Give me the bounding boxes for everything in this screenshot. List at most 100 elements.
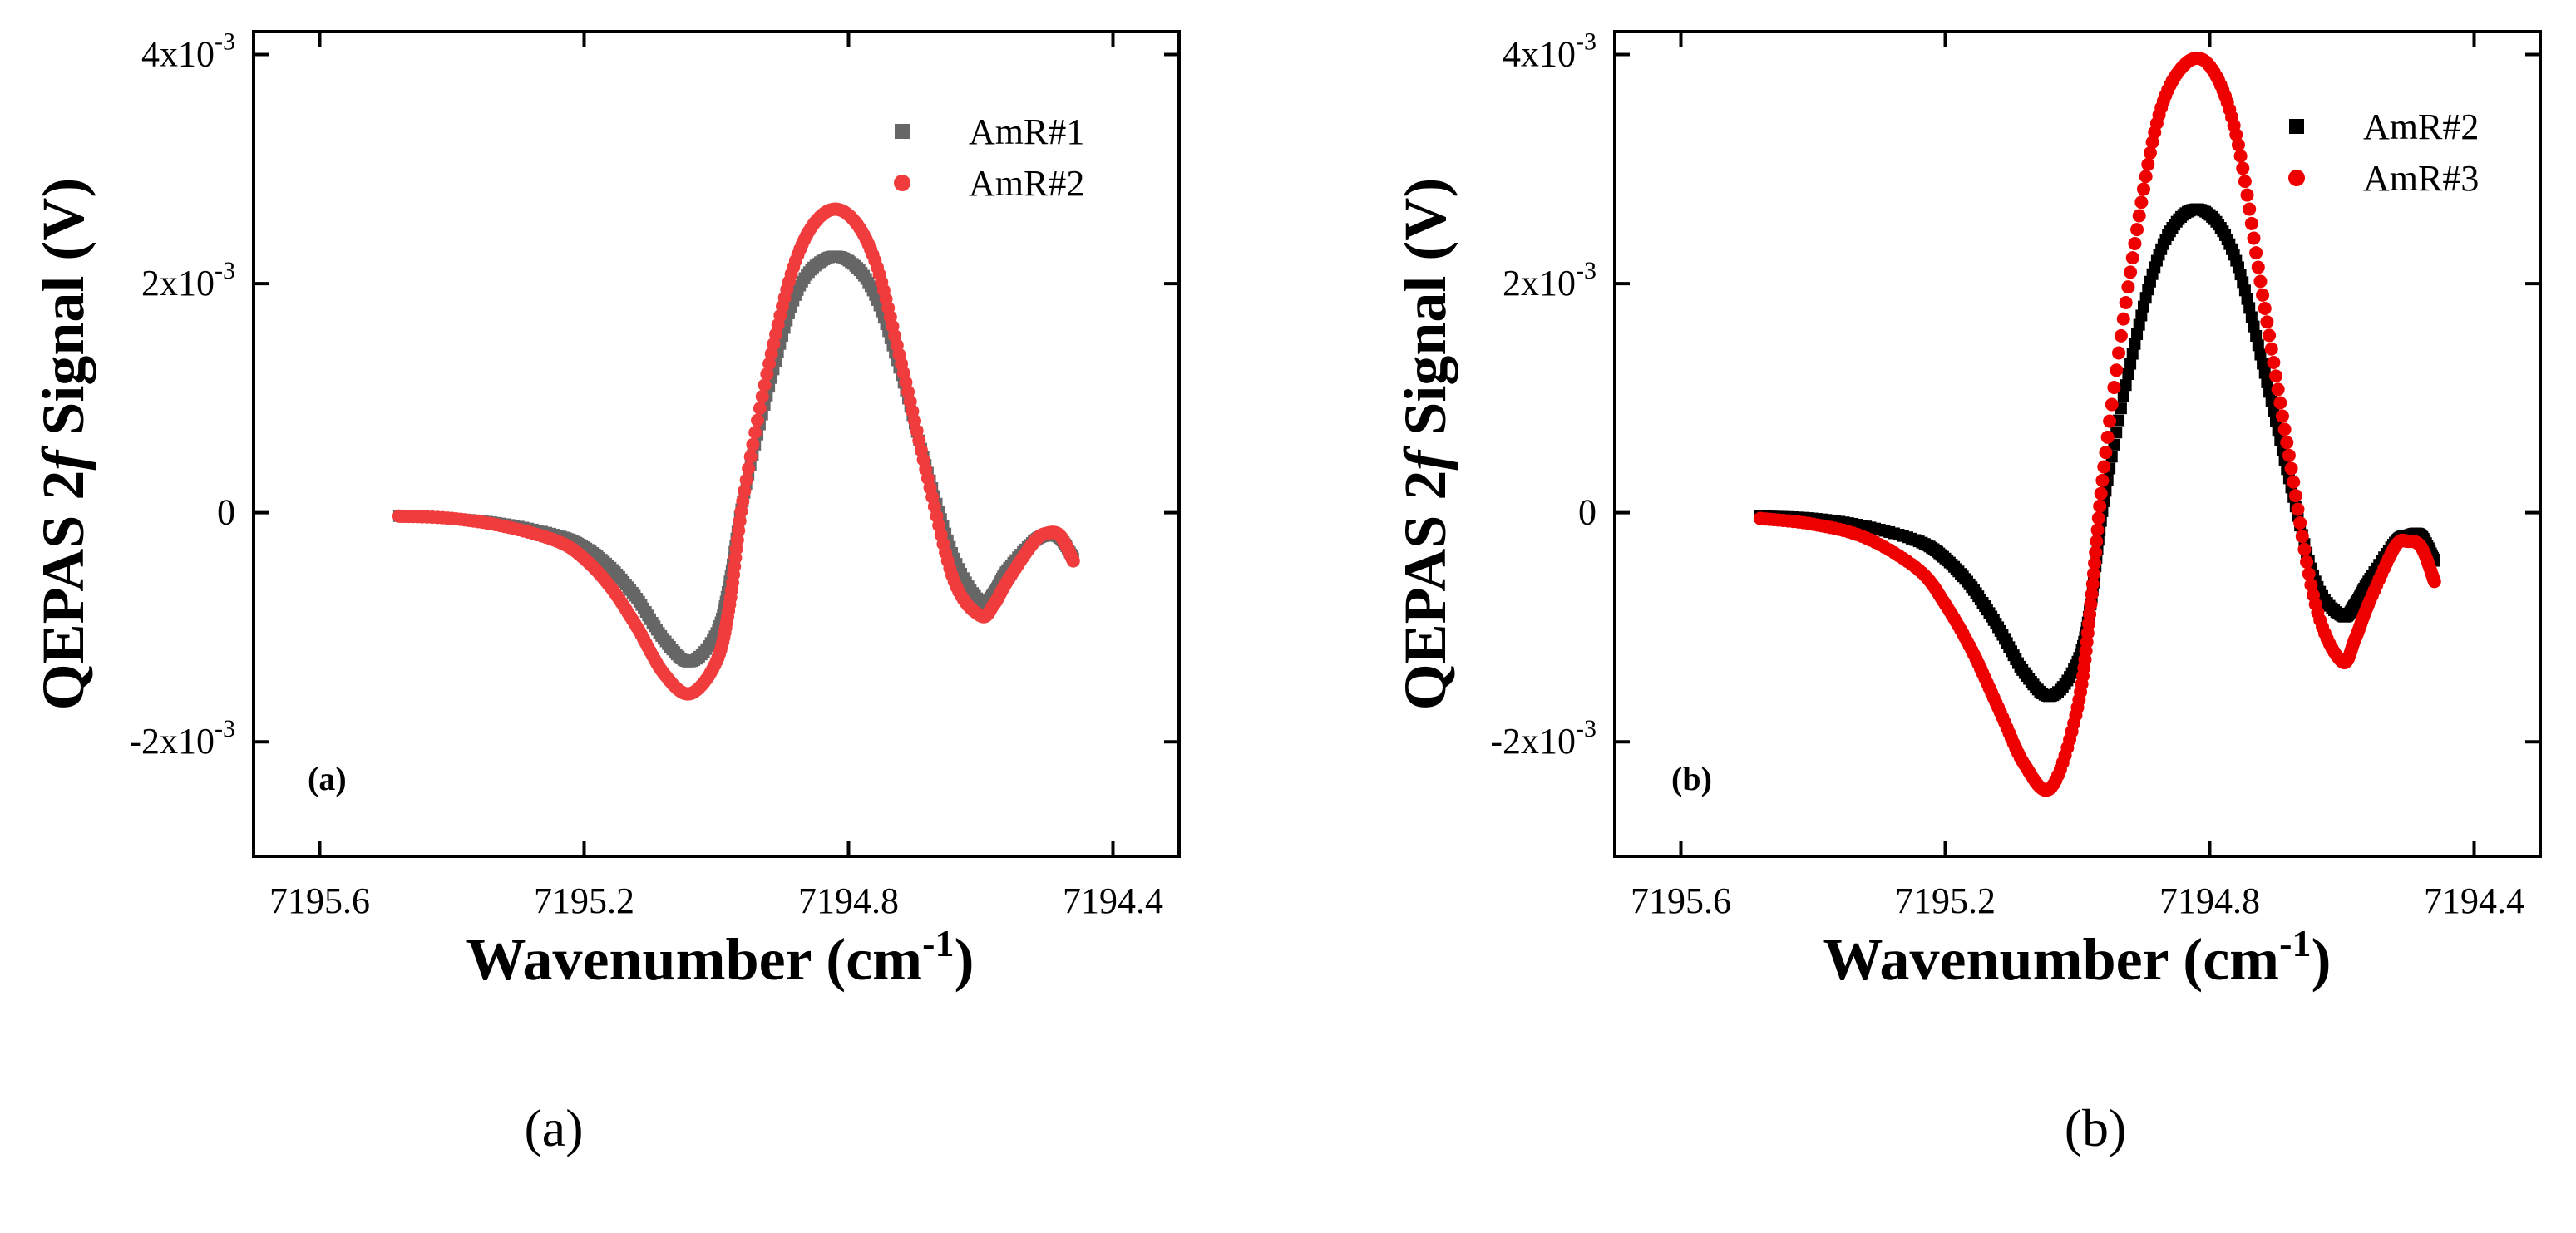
y-axis-title: QEPAS 2f Signal (V) [30, 178, 96, 711]
data-point [2114, 328, 2128, 343]
y-tick-label-exponent: -3 [215, 715, 235, 742]
y-tick-label-exponent: -3 [215, 28, 235, 56]
y-tick-label: -2x10-3 [129, 715, 235, 762]
data-point [2083, 607, 2097, 621]
data-point [2100, 430, 2115, 444]
data-point [2291, 502, 2305, 516]
y-axis-title-suffix: Signal (V) [30, 178, 96, 451]
data-point [2258, 302, 2272, 316]
data-point [2126, 348, 2139, 360]
x-axis-title-close: ) [954, 926, 974, 993]
y-tick-label-base: 2x10 [141, 263, 215, 303]
data-point [2427, 575, 2441, 589]
data-point [743, 450, 758, 464]
data-point [2131, 328, 2144, 341]
data-point [2258, 367, 2271, 379]
y-tick-label-base: 4x10 [141, 34, 215, 75]
y-tick-label-base: 0 [1578, 492, 1596, 533]
data-point [2233, 149, 2248, 163]
panel-tag: (b) [1671, 760, 1712, 797]
data-point [2236, 161, 2250, 175]
data-point [2280, 436, 2294, 450]
x-tick-label: 7195.6 [269, 880, 370, 921]
data-point [2122, 368, 2134, 381]
x-axis-title-superscript: -1 [2279, 922, 2311, 964]
data-point [2247, 231, 2261, 245]
y-tick-label: 4x10-3 [141, 28, 235, 75]
data-point [2297, 542, 2312, 556]
caption-b: (b) [2065, 1098, 2127, 1157]
caption-a: (a) [524, 1098, 583, 1157]
data-point [2089, 545, 2103, 560]
data-point [2085, 577, 2100, 591]
y-tick-label: 0 [1578, 492, 1596, 533]
x-tick-label: 7195.2 [534, 880, 634, 921]
data-point [2269, 369, 2282, 383]
y-axis-title-prefix: QEPAS 2 [30, 471, 96, 711]
x-axis-title: Wavenumber (cm-1) [1823, 922, 2332, 993]
data-point [2103, 414, 2117, 428]
legend-label: AmR#1 [969, 111, 1084, 152]
data-point [2128, 237, 2142, 251]
data-point [2244, 216, 2258, 230]
data-point [733, 514, 747, 528]
y-axis-title-prefix: QEPAS 2 [1392, 471, 1458, 711]
legend-marker [2289, 119, 2304, 134]
chart-panel-b: 7195.6 7195.2 7194.8 7194.44x10-32x10-30-2x… [1392, 28, 2542, 993]
data-point [736, 494, 750, 508]
data-point [734, 504, 748, 518]
legend-marker [895, 124, 910, 139]
data-point [2245, 311, 2258, 323]
plot-frame [252, 30, 1181, 858]
data-point [2264, 342, 2278, 356]
data-point [2254, 348, 2267, 361]
data-point [2099, 446, 2113, 460]
panel-tag: (a) [308, 760, 347, 797]
x-axis-title: Wavenumber (cm-1) [466, 922, 975, 993]
data-point [2117, 390, 2129, 402]
data-point [2112, 346, 2126, 360]
series-amr2 [392, 202, 1080, 701]
data-point [2116, 312, 2130, 326]
data-point [2271, 382, 2285, 397]
data-point [2134, 195, 2149, 210]
data-point [2133, 318, 2145, 331]
data-point [2143, 145, 2157, 160]
data-point [2087, 567, 2101, 581]
data-point [1066, 554, 1080, 568]
data-point [2121, 280, 2135, 294]
x-axis-title-close: ) [2311, 926, 2331, 993]
legend-label: AmR#2 [969, 163, 1084, 204]
data-point [2141, 157, 2155, 171]
data-point [2267, 355, 2281, 369]
data-point [2288, 489, 2302, 503]
data-point [2088, 556, 2102, 570]
data-point [2284, 461, 2298, 476]
data-point [2287, 475, 2301, 489]
y-axis-title-suffix: Signal (V) [1392, 178, 1458, 451]
x-tick-label: 7194.4 [2424, 880, 2524, 921]
y-tick-label-base: 0 [217, 492, 235, 533]
data-point [2097, 460, 2111, 474]
x-tick-label: 7195.2 [1895, 880, 1996, 921]
y-tick-label-exponent: -3 [1576, 715, 1596, 742]
data-point [2093, 499, 2107, 513]
x-axis-title-superscript: -1 [922, 922, 954, 964]
data-point [2229, 128, 2243, 141]
data-point [2304, 578, 2318, 592]
legend-label: AmR#2 [2363, 106, 2479, 147]
x-tick-label: 7195.6 [1631, 880, 1731, 921]
legend-marker [894, 175, 910, 191]
y-tick-label: 0 [217, 492, 235, 533]
x-tick-label: 7194.8 [2159, 880, 2260, 921]
data-point [758, 378, 772, 392]
data-point [2282, 448, 2296, 462]
x-axis-title-text: Wavenumber (cm [1823, 926, 2280, 993]
y-tick-label: 2x10-3 [1503, 257, 1596, 303]
data-point [2094, 486, 2108, 501]
data-point [2135, 309, 2148, 322]
chart-panel-a: 7195.6 7195.2 7194.8 7194.44x10-32x10-30-2x… [30, 28, 1181, 993]
y-tick-label-exponent: -3 [1576, 257, 1596, 284]
data-point [2263, 328, 2277, 343]
plot-frame [1613, 30, 2542, 858]
